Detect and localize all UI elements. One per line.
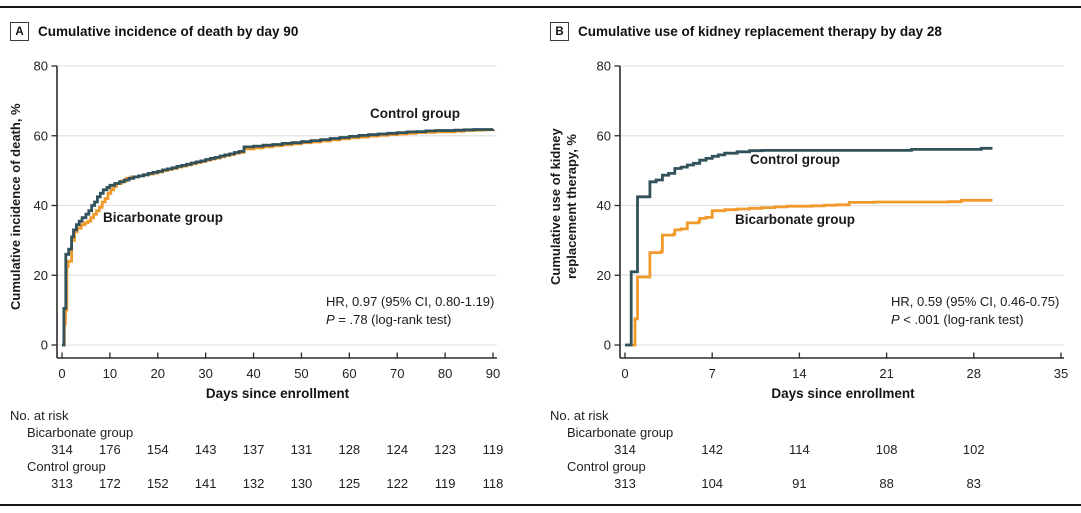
risk-count: 123: [434, 442, 456, 457]
x-tick-label: 35: [1054, 366, 1068, 380]
risk-count-row: 313 104 91 88 83: [540, 476, 1081, 493]
y-tick-label: 80: [34, 59, 48, 74]
risk-count: 154: [146, 442, 169, 457]
risk-count: 128: [338, 442, 361, 457]
risk-count: 142: [701, 442, 724, 457]
x-tick-label: 90: [486, 366, 500, 380]
y-tick-label: 60: [597, 128, 611, 143]
x-axis-label: Days since enrollment: [771, 386, 915, 401]
panel-letter-badge: A: [10, 22, 29, 41]
risk-count: 313: [51, 476, 73, 491]
y-tick-label: 40: [34, 198, 48, 213]
x-tick-label: 10: [103, 366, 117, 380]
risk-count-row: 313 172 152 141 132 130 125 122 119 118: [0, 476, 540, 493]
risk-table-title: No. at risk: [550, 408, 609, 423]
x-tick-label: 20: [151, 366, 165, 380]
risk-count: 104: [701, 476, 724, 491]
x-tick-label: 60: [342, 366, 356, 380]
risk-count: 176: [99, 442, 121, 457]
y-tick-label: 20: [34, 268, 48, 283]
pvalue-annotation: P < .001 (log-rank test): [891, 312, 1024, 327]
risk-count: 141: [194, 476, 217, 491]
risk-count: 137: [242, 442, 265, 457]
hr-annotation: HR, 0.59 (95% CI, 0.46-0.75): [891, 294, 1059, 309]
risk-group-label: Control group: [27, 459, 106, 474]
risk-count: 130: [290, 476, 313, 491]
pvalue-annotation: P = .78 (log-rank test): [326, 312, 451, 327]
x-tick-label: 30: [198, 366, 212, 380]
x-tick-label: 70: [390, 366, 404, 380]
panel-b: B Cumulative use of kidney replacement t…: [540, 0, 1081, 513]
risk-table-title: No. at risk: [10, 408, 69, 423]
risk-count: 125: [338, 476, 361, 491]
risk-count: 132: [242, 476, 265, 491]
x-axis-label: Days since enrollment: [205, 386, 350, 401]
y-tick-label: 60: [34, 128, 48, 143]
panel-letter-badge: B: [550, 22, 569, 41]
x-tick-label: 14: [792, 366, 806, 380]
risk-count: 114: [789, 442, 810, 457]
risk-group-label: Control group: [567, 459, 646, 474]
risk-table: No. at risk Bicarbonate group 314 142 114 1…: [540, 408, 1081, 493]
curve-label: Bicarbonate group: [103, 210, 223, 225]
panel-title: Cumulative use of kidney replacement the…: [578, 24, 942, 39]
risk-count: 313: [614, 476, 636, 491]
panel-title: Cumulative incidence of death by day 90: [38, 24, 299, 39]
y-tick-label: 40: [597, 198, 611, 213]
bottom-rule: [0, 504, 1081, 506]
risk-group-label: Bicarbonate group: [27, 425, 134, 440]
death-incidence-chart: 0 20 40 60 80 0 10 20 30 40 50 60 70 80 90 Bicarbonate …: [34, 59, 501, 381]
risk-count: 122: [386, 476, 409, 491]
curve-label: Control group: [370, 106, 460, 121]
x-tick-label: 0: [58, 366, 65, 380]
risk-count: 131: [290, 442, 313, 457]
curve-label: Bicarbonate group: [735, 212, 855, 227]
x-tick-label: 80: [438, 366, 452, 380]
risk-count: 91: [792, 476, 807, 491]
risk-count: 118: [482, 476, 504, 491]
x-tick-label: 7: [709, 366, 716, 380]
risk-count: 152: [146, 476, 169, 491]
risk-count: 124: [386, 442, 409, 457]
risk-count: 102: [962, 442, 985, 457]
bicarbonate-group-curve: [625, 198, 993, 347]
top-rule: [0, 6, 1081, 8]
y-tick-label: 80: [597, 59, 611, 74]
panel-a: A Cumulative incidence of death by day 9…: [0, 0, 540, 513]
control-group-curve: [625, 146, 993, 347]
risk-count: 88: [879, 476, 894, 491]
panel-a-header: A Cumulative incidence of death by day 9…: [10, 22, 298, 41]
hr-annotation: HR, 0.97 (95% CI, 0.80-1.19): [326, 294, 494, 309]
risk-group-label: Bicarbonate group: [567, 425, 674, 440]
risk-count: 172: [99, 476, 121, 491]
risk-count: 83: [966, 476, 982, 491]
krt-use-chart: 0 20 40 60 80 0 7 14 21 28 35 Bicarbonate group Cont…: [597, 59, 1069, 381]
panel-b-header: B Cumulative use of kidney replacement t…: [550, 22, 942, 41]
risk-count-row: 314 176 154 143 137 131 128 124 123 119: [0, 442, 540, 459]
risk-count: 119: [482, 442, 504, 457]
risk-count: 314: [51, 442, 73, 457]
risk-table: No. at risk Bicarbonate group 314 176 154 1…: [0, 408, 540, 493]
risk-count: 314: [614, 442, 636, 457]
x-tick-label: 40: [246, 366, 260, 380]
curve-label: Control group: [750, 152, 840, 167]
risk-count: 108: [875, 442, 898, 457]
y-tick-label: 20: [597, 268, 611, 283]
risk-count: 119: [434, 476, 456, 491]
x-tick-label: 21: [879, 366, 893, 380]
risk-count-row: 314 142 114 108 102: [540, 442, 1081, 459]
x-tick-label: 0: [621, 366, 628, 380]
risk-count: 143: [194, 442, 217, 457]
x-tick-label: 28: [967, 366, 981, 380]
y-tick-label: 0: [604, 338, 611, 353]
y-tick-label: 0: [41, 338, 48, 353]
control-group-curve: [62, 128, 495, 347]
x-tick-label: 50: [294, 366, 308, 380]
